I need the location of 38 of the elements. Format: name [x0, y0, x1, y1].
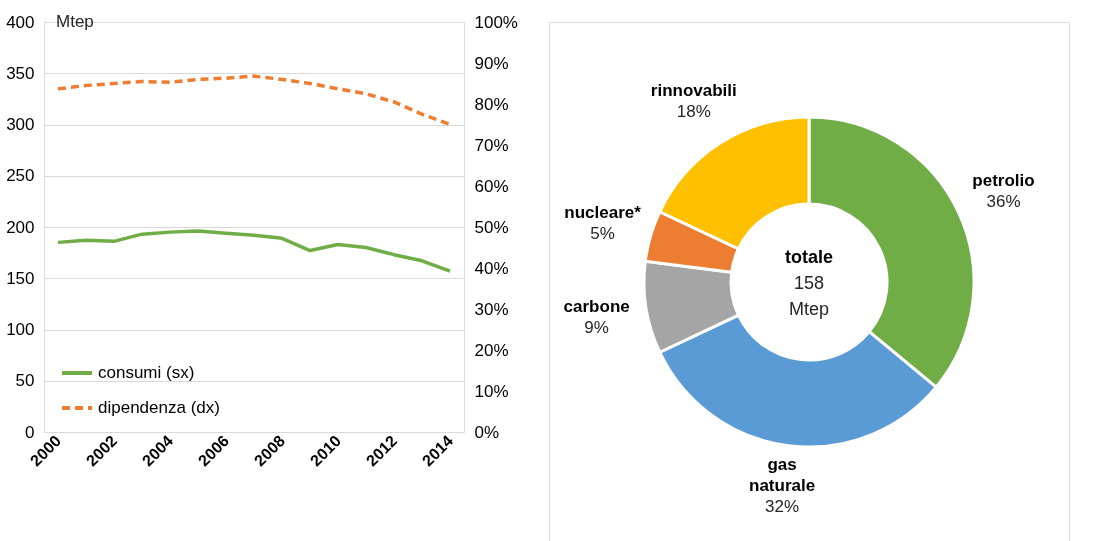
y-tick-label: 0	[25, 422, 35, 442]
y-tick-label: 300	[6, 115, 35, 134]
y-tick-label: 400	[6, 12, 35, 32]
y2-tick-label: 10%	[474, 381, 509, 401]
legend-label: consumi (sx)	[98, 363, 195, 382]
y2-tick-label: 80%	[474, 94, 509, 114]
line-series	[56, 229, 452, 273]
data-label: 5%	[590, 224, 615, 244]
slice-label: petrolio	[972, 171, 1035, 191]
y2-tick-label: 100%	[474, 12, 518, 32]
y-tick-label: 350	[6, 63, 35, 83]
data-label: 32%	[765, 497, 800, 517]
y-tick-label: 50	[15, 371, 35, 391]
line-series	[56, 74, 452, 127]
y-tick-label: 200	[6, 217, 35, 237]
y-axis-title: Mtep	[56, 12, 94, 31]
y2-tick-label: 0%	[474, 422, 500, 442]
legend-label: dipendenza (dx)	[98, 398, 220, 417]
data-label: 9%	[584, 317, 609, 337]
text: totale	[784, 247, 834, 267]
y2-tick-label: 90%	[474, 53, 509, 73]
slice-label: rinnovabili	[650, 81, 737, 101]
y-tick-label: 250	[6, 166, 35, 186]
slice-label: nucleare*	[564, 203, 642, 223]
data-label: 18%	[676, 102, 711, 122]
y2-tick-label: 50%	[474, 217, 509, 237]
slice-label: gas naturale	[748, 455, 816, 496]
y2-tick-label: 70%	[474, 135, 509, 155]
data-label: 36%	[986, 192, 1021, 212]
y2-tick-label: 20%	[474, 340, 509, 360]
y-tick-label: 150	[6, 268, 35, 288]
text: Mtep	[788, 299, 830, 319]
y2-tick-label: 40%	[474, 258, 509, 278]
text: 158	[793, 273, 825, 293]
y2-tick-label: 30%	[474, 299, 509, 319]
y-tick-label: 100	[6, 320, 35, 339]
slice-label: carbone	[563, 296, 630, 316]
y2-tick-label: 60%	[474, 176, 509, 196]
